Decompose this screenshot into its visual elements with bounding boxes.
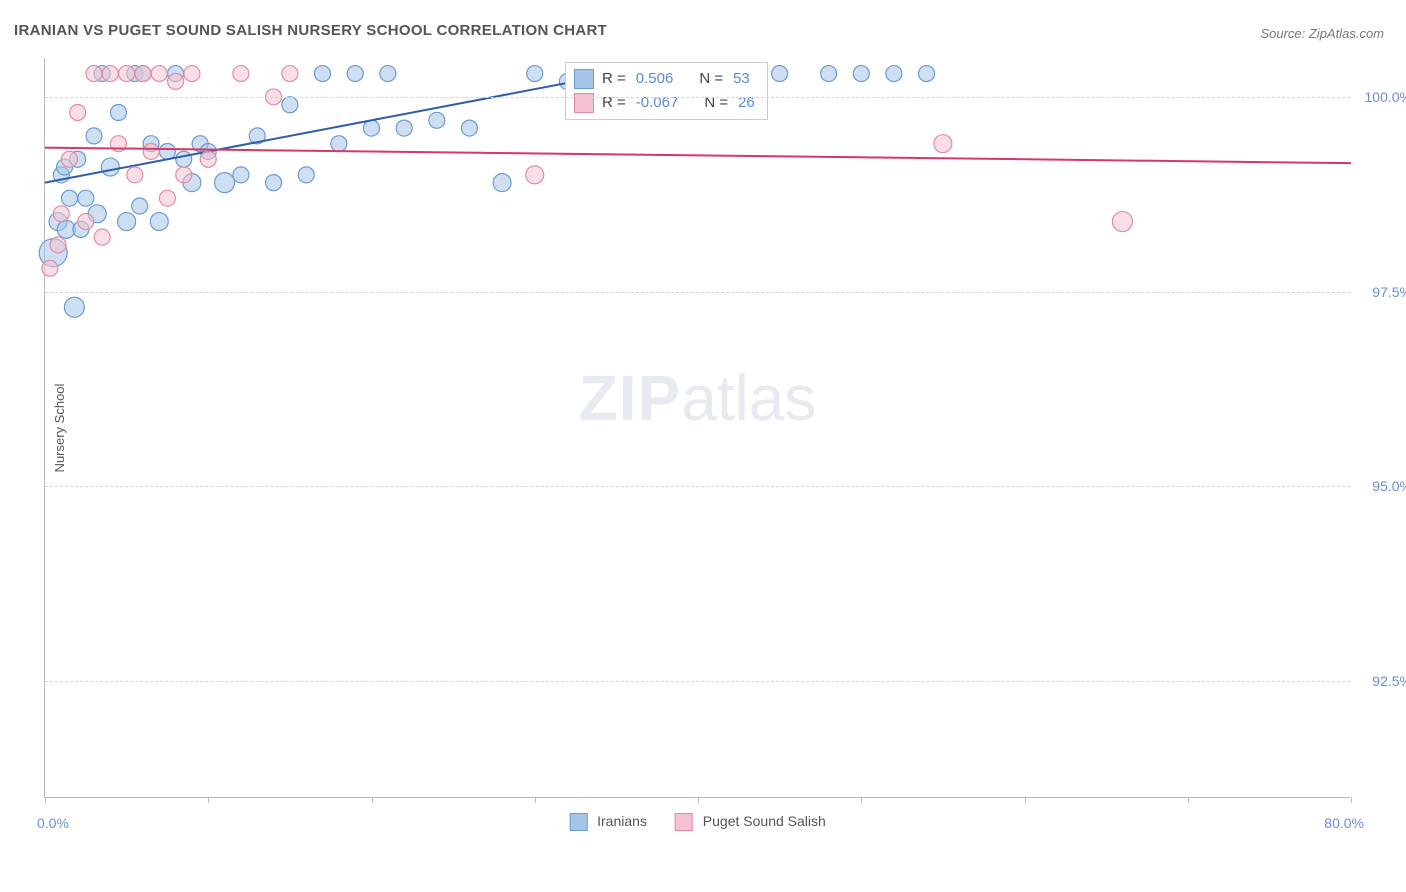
x-tick bbox=[535, 797, 536, 803]
gridline-h bbox=[45, 486, 1350, 487]
scatter-point bbox=[119, 66, 135, 82]
scatter-point bbox=[102, 66, 118, 82]
scatter-point bbox=[78, 214, 94, 230]
scatter-point bbox=[61, 190, 77, 206]
scatter-point bbox=[176, 151, 192, 167]
scatter-point bbox=[86, 66, 102, 82]
scatter-point bbox=[331, 136, 347, 152]
scatter-point bbox=[934, 135, 952, 153]
gridline-h bbox=[45, 292, 1350, 293]
scatter-point bbox=[127, 167, 143, 183]
x-tick bbox=[45, 797, 46, 803]
scatter-point bbox=[168, 73, 184, 89]
x-tick bbox=[861, 797, 862, 803]
legend-item-iranians: Iranians bbox=[569, 813, 647, 831]
y-tick-label: 92.5% bbox=[1356, 673, 1406, 689]
source-label: Source: ZipAtlas.com bbox=[1260, 26, 1384, 41]
legend-item-salish: Puget Sound Salish bbox=[675, 813, 826, 831]
legend-swatch-salish bbox=[675, 813, 693, 831]
scatter-point bbox=[110, 105, 126, 121]
x-tick bbox=[1025, 797, 1026, 803]
x-axis-label-min: 0.0% bbox=[37, 815, 69, 831]
scatter-point bbox=[132, 198, 148, 214]
legend-label-salish: Puget Sound Salish bbox=[703, 813, 826, 829]
scatter-point bbox=[821, 66, 837, 82]
x-tick bbox=[698, 797, 699, 803]
gridline-h bbox=[45, 97, 1350, 98]
scatter-point bbox=[315, 66, 331, 82]
x-tick bbox=[1188, 797, 1189, 803]
scatter-point bbox=[118, 213, 136, 231]
scatter-point bbox=[42, 260, 58, 276]
scatter-point bbox=[64, 297, 84, 317]
x-tick bbox=[1351, 797, 1352, 803]
scatter-point bbox=[78, 190, 94, 206]
plot-area: Nursery School ZIPatlas R = 0.506 N = 53… bbox=[44, 58, 1350, 798]
scatter-point bbox=[886, 66, 902, 82]
scatter-point bbox=[151, 66, 167, 82]
r-value-salish: -0.067 bbox=[636, 91, 679, 115]
y-tick-label: 100.0% bbox=[1356, 89, 1406, 105]
r-value-iranians: 0.506 bbox=[636, 67, 674, 91]
chart-title: IRANIAN VS PUGET SOUND SALISH NURSERY SC… bbox=[14, 22, 607, 39]
scatter-point bbox=[215, 173, 235, 193]
scatter-point bbox=[853, 66, 869, 82]
scatter-point bbox=[70, 105, 86, 121]
scatter-point bbox=[159, 143, 175, 159]
legend-swatch-iranians bbox=[569, 813, 587, 831]
scatter-point bbox=[461, 120, 477, 136]
scatter-point bbox=[527, 66, 543, 82]
scatter-point bbox=[380, 66, 396, 82]
stats-row-salish: R = -0.067 N = 26 bbox=[574, 91, 755, 115]
gridline-h bbox=[45, 681, 1350, 682]
scatter-point bbox=[61, 151, 77, 167]
scatter-point bbox=[135, 66, 151, 82]
n-value-salish: 26 bbox=[738, 91, 755, 115]
scatter-point bbox=[176, 167, 192, 183]
trend-line bbox=[45, 148, 1351, 164]
y-tick-label: 95.0% bbox=[1356, 478, 1406, 494]
x-tick bbox=[372, 797, 373, 803]
chart-container: IRANIAN VS PUGET SOUND SALISH NURSERY SC… bbox=[0, 0, 1406, 892]
scatter-point bbox=[772, 66, 788, 82]
r-label: R = bbox=[602, 67, 626, 91]
scatter-point bbox=[200, 151, 216, 167]
scatter-point bbox=[266, 175, 282, 191]
scatter-point bbox=[150, 213, 168, 231]
stats-swatch-iranians bbox=[574, 69, 594, 89]
scatter-point bbox=[396, 120, 412, 136]
scatter-point bbox=[233, 167, 249, 183]
scatter-point bbox=[526, 166, 544, 184]
n-label: N = bbox=[704, 91, 728, 115]
scatter-point bbox=[184, 66, 200, 82]
scatter-point bbox=[282, 66, 298, 82]
scatter-point bbox=[233, 66, 249, 82]
r-label: R = bbox=[602, 91, 626, 115]
x-tick bbox=[208, 797, 209, 803]
scatter-point bbox=[298, 167, 314, 183]
x-axis-label-max: 80.0% bbox=[1324, 815, 1364, 831]
n-label: N = bbox=[699, 67, 723, 91]
stats-legend-box: R = 0.506 N = 53 R = -0.067 N = 26 bbox=[565, 62, 768, 120]
scatter-point bbox=[94, 229, 110, 245]
scatter-point bbox=[347, 66, 363, 82]
scatter-point bbox=[53, 206, 69, 222]
bottom-legend: Iranians Puget Sound Salish bbox=[569, 813, 826, 831]
scatter-point bbox=[919, 66, 935, 82]
scatter-point bbox=[493, 174, 511, 192]
legend-label-iranians: Iranians bbox=[597, 813, 647, 829]
plot-svg bbox=[45, 58, 1350, 797]
scatter-point bbox=[364, 120, 380, 136]
n-value-iranians: 53 bbox=[733, 67, 750, 91]
stats-row-iranians: R = 0.506 N = 53 bbox=[574, 67, 755, 91]
scatter-point bbox=[159, 190, 175, 206]
scatter-point bbox=[429, 112, 445, 128]
scatter-point bbox=[50, 237, 66, 253]
scatter-point bbox=[282, 97, 298, 113]
scatter-point bbox=[143, 143, 159, 159]
scatter-point bbox=[1112, 212, 1132, 232]
y-tick-label: 97.5% bbox=[1356, 284, 1406, 300]
scatter-point bbox=[101, 158, 119, 176]
scatter-point bbox=[86, 128, 102, 144]
